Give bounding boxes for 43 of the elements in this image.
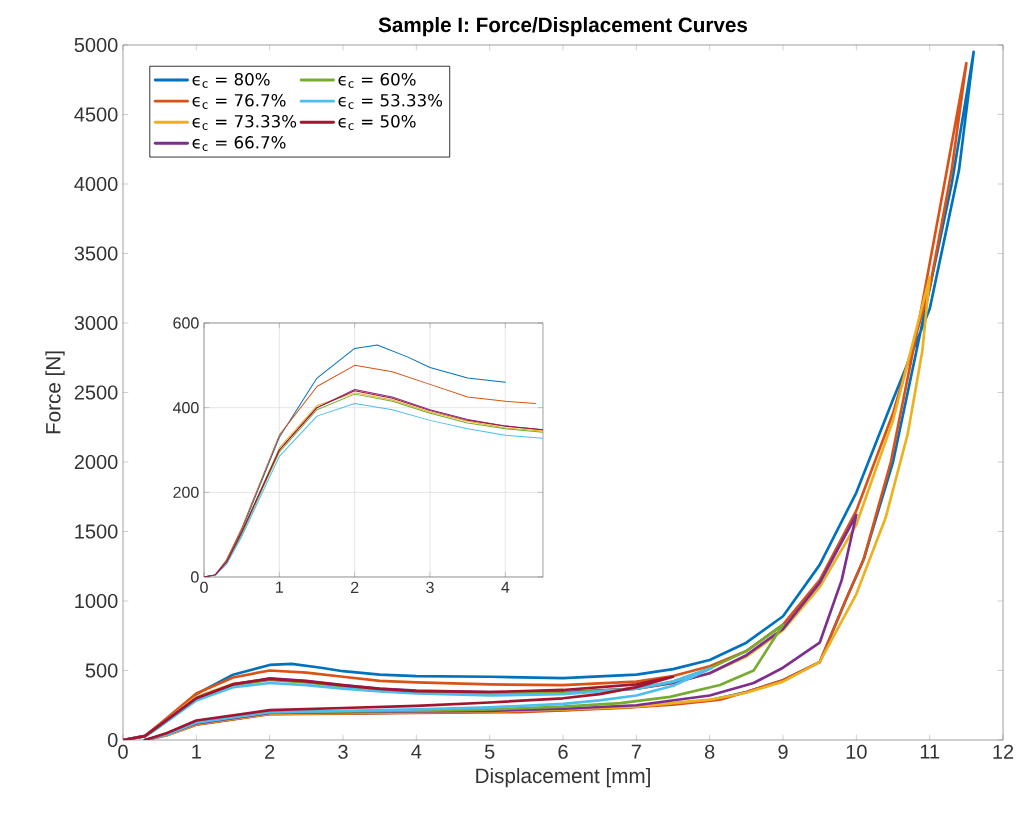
legend-label: ϵ$_{c}$ = 80% bbox=[192, 72, 270, 88]
y-tick-label: 5000 bbox=[74, 37, 118, 53]
x-tick-label: 6 bbox=[558, 744, 568, 759]
y-tick-label: 0 bbox=[191, 571, 199, 583]
legend-label: ϵ$_{c}$ = 50% bbox=[338, 114, 416, 130]
y-axis-title: Force [N] bbox=[45, 351, 65, 434]
x-tick-label: 12 bbox=[993, 744, 1014, 759]
x-tick-label: 8 bbox=[704, 744, 715, 759]
x-tick-label: 3 bbox=[426, 581, 434, 594]
legend-label: ϵ$_{c}$ = 53.33% bbox=[338, 93, 443, 109]
y-tick-label: 4500 bbox=[74, 107, 118, 122]
y-tick-label: 400 bbox=[172, 402, 199, 414]
x-tick-label: 7 bbox=[631, 744, 641, 759]
x-tick-label: 2 bbox=[351, 581, 359, 593]
x-tick-label: 5 bbox=[484, 744, 495, 759]
legend-label: ϵ$_{c}$ = 76.7% bbox=[192, 93, 286, 109]
y-tick-label: 1000 bbox=[75, 593, 118, 609]
x-tick-label: 4 bbox=[411, 744, 422, 759]
y-tick-label: 0 bbox=[107, 732, 118, 748]
y-tick-label: 500 bbox=[85, 663, 118, 678]
x-tick-label: 1 bbox=[192, 744, 201, 759]
x-tick-label: 2 bbox=[265, 744, 275, 759]
x-axis-title: Displacement [mm] bbox=[476, 768, 650, 788]
y-tick-label: 600 bbox=[173, 317, 199, 329]
y-tick-label: 1500 bbox=[75, 524, 118, 539]
x-tick-label: 9 bbox=[778, 744, 788, 759]
x-tick-label: 10 bbox=[846, 744, 867, 759]
x-tick-label: 11 bbox=[920, 744, 940, 759]
legend-label: ϵ$_{c}$ = 73.33% bbox=[192, 114, 297, 130]
y-tick-label: 200 bbox=[173, 486, 199, 498]
y-tick-label: 4000 bbox=[74, 176, 118, 192]
x-tick-label: 3 bbox=[338, 744, 348, 759]
chart-title: Sample I: Force/Displacement Curves bbox=[378, 17, 748, 37]
legend-label: ϵ$_{c}$ = 66.7% bbox=[192, 136, 286, 151]
x-tick-label: 4 bbox=[501, 581, 510, 593]
y-tick-label: 3500 bbox=[74, 246, 118, 261]
x-tick-label: 0 bbox=[200, 581, 208, 594]
y-tick-label: 3000 bbox=[74, 315, 118, 331]
y-tick-label: 2500 bbox=[74, 385, 118, 400]
x-tick-label: 0 bbox=[118, 744, 128, 759]
x-tick-label: 1 bbox=[276, 581, 283, 593]
legend-label: ϵ$_{c}$ = 60% bbox=[338, 72, 416, 88]
y-tick-label: 2000 bbox=[74, 454, 118, 470]
